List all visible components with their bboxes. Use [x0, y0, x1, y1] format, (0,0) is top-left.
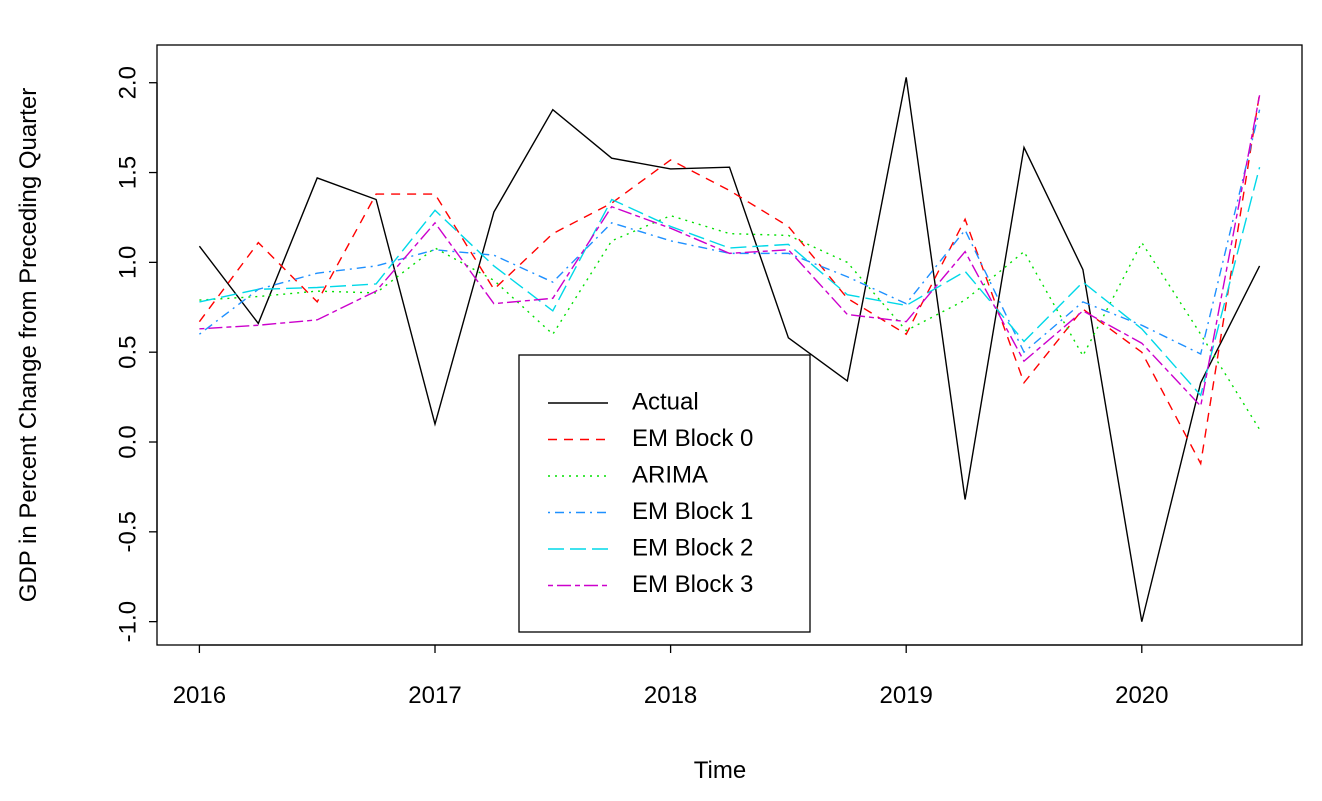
legend-label: EM Block 3: [632, 571, 753, 598]
x-axis-title: Time: [694, 757, 746, 784]
series-line: [199, 166, 1261, 397]
legend-label: EM Block 1: [632, 498, 753, 525]
y-tick-label: 2.0: [114, 66, 141, 99]
legend-label: EM Block 0: [632, 425, 753, 452]
legend-label: Actual: [632, 388, 699, 415]
y-axis-title: GDP in Percent Change from Preceding Qua…: [15, 88, 42, 602]
x-tick-label: 2017: [408, 682, 461, 709]
x-tick-label: 2019: [880, 682, 933, 709]
x-tick-label: 2016: [173, 682, 226, 709]
y-tick-label: -1.0: [114, 601, 141, 642]
y-tick-label: 1.5: [114, 156, 141, 189]
y-tick-label: -0.5: [114, 511, 141, 552]
y-tick-label: 0.5: [114, 335, 141, 368]
x-tick-label: 2018: [644, 682, 697, 709]
series-line: [199, 95, 1261, 408]
y-tick-label: 1.0: [114, 246, 141, 279]
y-tick-label: 0.0: [114, 425, 141, 458]
legend-box: [518, 354, 811, 633]
series-line: [198, 77, 1261, 622]
series-line: [198, 93, 1261, 466]
legend-label: ARIMA: [632, 461, 708, 488]
series-line: [198, 109, 1261, 355]
x-tick-label: 2020: [1115, 682, 1168, 709]
legend-label: EM Block 2: [632, 534, 753, 561]
